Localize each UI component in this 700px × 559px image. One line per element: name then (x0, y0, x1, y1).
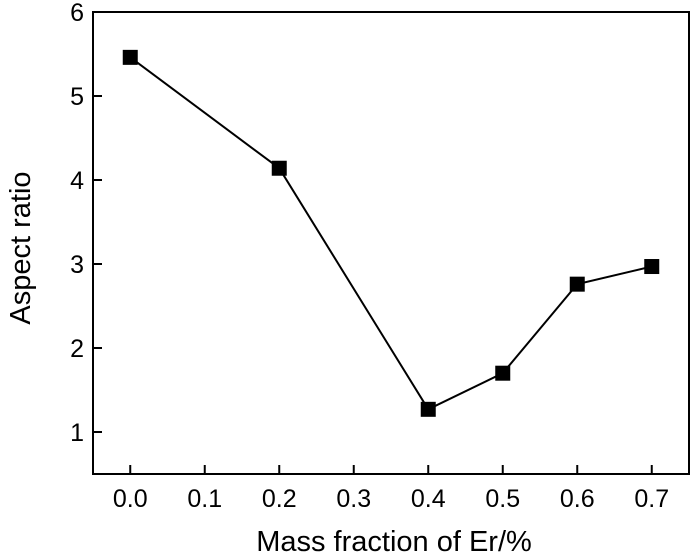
y-tick-label-4: 5 (70, 83, 84, 111)
data-point-4 (569, 276, 585, 292)
x-tick-label-0: 0.0 (113, 485, 148, 513)
data-point-0 (122, 49, 138, 65)
y-tick-label-0: 1 (70, 419, 84, 447)
x-tick-label-5: 0.5 (485, 485, 520, 513)
series-line-0 (129, 56, 652, 411)
x-tick-label-3: 0.3 (336, 485, 371, 513)
x-tick-label-4: 0.4 (411, 485, 446, 513)
y-axis-title: Aspect ratio (5, 171, 37, 324)
x-tick-label-7: 0.7 (634, 485, 669, 513)
x-tick-label-1: 0.1 (187, 485, 222, 513)
data-point-1 (271, 160, 287, 176)
y-tick-label-3: 4 (70, 167, 84, 195)
y-tick-label-2: 3 (70, 251, 84, 279)
data-point-2 (420, 401, 436, 417)
x-axis-title: Mass fraction of Er/% (256, 526, 532, 558)
plot-frame (92, 11, 690, 475)
y-tick-label-5: 6 (70, 0, 84, 27)
data-point-5 (644, 259, 660, 275)
x-tick-label-2: 0.2 (262, 485, 297, 513)
data-point-3 (495, 365, 511, 381)
x-tick-label-6: 0.6 (560, 485, 595, 513)
y-tick-label-1: 2 (70, 335, 84, 363)
